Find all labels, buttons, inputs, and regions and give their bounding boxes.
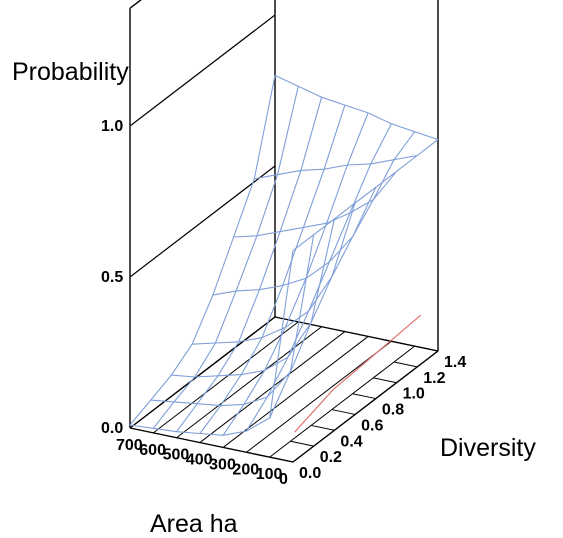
floor-line-diversity xyxy=(373,377,397,384)
y-tick-label: 0.8 xyxy=(382,402,404,419)
x-tick-label: 100 xyxy=(256,466,283,483)
x-tick-label: 300 xyxy=(209,456,236,473)
probability-surface xyxy=(129,74,439,436)
surface-line-diversity xyxy=(171,218,335,378)
y-tick-label: 0.6 xyxy=(361,417,383,434)
y-tick-label: 0.0 xyxy=(299,465,321,482)
floor-line-diversity xyxy=(393,361,418,368)
surface-line-diversity xyxy=(150,234,315,407)
z-gridline xyxy=(129,14,276,127)
y-axis-title: Diversity xyxy=(440,434,536,462)
y-tick-label: 1.0 xyxy=(403,386,425,403)
surface-line-diversity xyxy=(254,154,418,180)
x-tick-label: 700 xyxy=(116,437,143,454)
edge-floor-right xyxy=(274,316,439,352)
surface-line-area xyxy=(222,112,369,436)
edge-top-left xyxy=(129,0,142,9)
z-tick-label: 1.0 xyxy=(101,118,123,135)
surface-line-area xyxy=(269,131,416,419)
surface-line-area xyxy=(152,86,299,429)
surface-line-diversity xyxy=(274,74,439,141)
x-axis-title: Area ha xyxy=(150,510,238,538)
floor-line-diversity xyxy=(290,440,314,447)
floor-line-diversity xyxy=(414,345,439,352)
z-gridline xyxy=(129,165,276,278)
surface-line-area xyxy=(129,75,276,426)
y-tick-label: 0.2 xyxy=(320,449,342,466)
surface-line-area xyxy=(245,123,392,432)
surface-contour-line xyxy=(294,314,422,433)
floor-line-area xyxy=(176,326,322,439)
y-tick-label: 1.2 xyxy=(423,370,445,387)
floor-line-area xyxy=(269,345,416,458)
floor-line-area xyxy=(152,321,299,434)
x-tick-label: 0 xyxy=(279,471,288,488)
z-tick-label: 0.0 xyxy=(101,420,123,437)
z-tick-label: 0.5 xyxy=(101,269,123,286)
floor-line-diversity xyxy=(352,393,376,400)
floor-line-area xyxy=(246,340,392,453)
x-tick-label: 500 xyxy=(163,447,190,464)
floor-line-diversity xyxy=(311,424,335,431)
floor-line-area xyxy=(292,350,439,463)
z-axis-title: Probability xyxy=(12,58,129,86)
x-tick-label: 400 xyxy=(186,452,213,469)
floor-line-diversity xyxy=(269,456,294,463)
surface-line-area xyxy=(176,97,323,433)
surface-line-diversity xyxy=(129,250,294,436)
x-tick-label: 200 xyxy=(232,461,259,478)
surface-line-area xyxy=(292,139,439,252)
y-tick-label: 0.4 xyxy=(340,433,362,450)
y-tick-label: 1.4 xyxy=(444,354,466,371)
floor-line-area xyxy=(129,316,276,429)
surface-line-diversity xyxy=(233,170,398,238)
edge-floor-front xyxy=(129,427,294,463)
floor-grid xyxy=(129,316,439,463)
surface-line-diversity xyxy=(192,202,356,345)
x-tick-label: 600 xyxy=(139,442,166,459)
surface-line-area xyxy=(199,104,346,434)
surface-line-diversity xyxy=(212,186,377,296)
floor-line-diversity xyxy=(331,409,356,415)
